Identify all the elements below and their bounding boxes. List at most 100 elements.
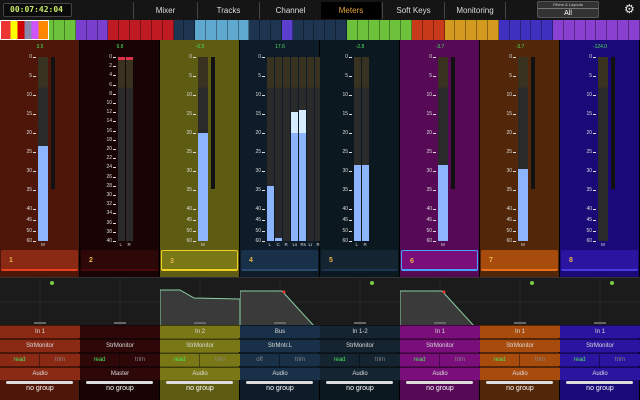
overview-channel[interactable]	[368, 20, 380, 40]
group-selector[interactable]: no group	[506, 385, 534, 392]
trim-button[interactable]: trim	[615, 357, 625, 363]
tab-tracks[interactable]: Tracks	[197, 2, 259, 19]
input-selector[interactable]: In 1-2	[320, 325, 400, 338]
timecode-display[interactable]: 00:07:42:04	[3, 3, 72, 17]
automation-mode-button[interactable]: read	[400, 354, 440, 367]
overview-channel[interactable]	[379, 20, 391, 40]
overview-channel[interactable]	[422, 20, 434, 40]
overview-channel[interactable]	[607, 20, 619, 40]
overview-channel[interactable]	[401, 20, 413, 40]
output-selector[interactable]: StrMonitor	[320, 339, 400, 352]
automation-mode-button[interactable]: read	[480, 354, 520, 367]
group-slider[interactable]	[566, 381, 633, 384]
overview-channel[interactable]	[303, 20, 315, 40]
gear-icon[interactable]: ⚙	[624, 2, 635, 16]
eq-display[interactable]	[320, 277, 400, 326]
trim-button[interactable]: trim	[535, 357, 545, 363]
overview-channel[interactable]	[444, 20, 456, 40]
overview-channel[interactable]	[206, 20, 217, 40]
overview-channel[interactable]	[628, 20, 640, 40]
track-name-button[interactable]: 1Audio 1	[1, 250, 78, 285]
group-slider[interactable]	[86, 381, 153, 384]
eq-display[interactable]	[239, 277, 320, 327]
overview-channel[interactable]	[216, 20, 228, 40]
group-selector[interactable]: no group	[186, 385, 214, 392]
output-selector[interactable]: StrMonitor	[400, 339, 480, 352]
eq-display[interactable]	[80, 277, 160, 326]
overview-channel[interactable]	[477, 20, 488, 40]
input-selector[interactable]	[80, 325, 160, 338]
peak-value[interactable]: -124.0	[592, 44, 608, 50]
track-name-button[interactable]: 8Audio 4	[561, 250, 638, 285]
peak-value[interactable]: -0.5	[195, 44, 205, 50]
overview-channel[interactable]	[140, 20, 152, 40]
input-selector[interactable]: In 1	[560, 325, 640, 338]
eq-display[interactable]	[560, 277, 640, 326]
overview-channel[interactable]	[487, 20, 499, 40]
overview-channel[interactable]	[54, 20, 66, 40]
overview-channel[interactable]	[585, 20, 597, 40]
trim-button[interactable]: trim	[455, 357, 465, 363]
overview-channel[interactable]	[520, 20, 532, 40]
overview-channel[interactable]	[151, 20, 163, 40]
overview-channel[interactable]	[618, 20, 629, 40]
eq-display[interactable]	[0, 277, 80, 326]
overview-channel[interactable]	[531, 20, 543, 40]
tab-monitoring[interactable]: Monitoring	[444, 2, 506, 19]
overview-channel[interactable]	[412, 20, 423, 40]
overview-channel[interactable]	[130, 20, 141, 40]
peak-value[interactable]: -3.7	[435, 44, 445, 50]
input-selector[interactable]: In 2	[160, 325, 240, 338]
automation-mode-button[interactable]: read	[320, 354, 360, 367]
overview-channel[interactable]	[249, 20, 261, 40]
group-selector[interactable]: no group	[266, 385, 294, 392]
eq-display[interactable]	[399, 277, 480, 327]
trim-button[interactable]: trim	[135, 357, 145, 363]
automation-mode-button[interactable]: read	[80, 354, 120, 367]
group-selector[interactable]: no group	[586, 385, 614, 392]
eq-display[interactable]	[480, 277, 560, 326]
overview-channel[interactable]	[357, 20, 369, 40]
overview-channel[interactable]	[509, 20, 521, 40]
output-selector[interactable]: StrMonitor	[80, 339, 160, 352]
trim-button[interactable]: trim	[215, 357, 225, 363]
overview-channel[interactable]	[184, 20, 196, 40]
input-selector[interactable]: Bus	[240, 325, 320, 338]
overview-channel[interactable]	[596, 20, 608, 40]
track-name-button[interactable]: 6Audio 5	[401, 250, 478, 286]
peak-value[interactable]: 9.8	[116, 44, 124, 50]
overview-channel[interactable]	[563, 20, 575, 40]
overview-selection-window[interactable]	[0, 20, 49, 40]
overview-channel[interactable]	[97, 20, 109, 40]
group-selector[interactable]: no group	[426, 385, 454, 392]
overview-channel[interactable]	[455, 20, 467, 40]
group-selector[interactable]: no group	[26, 385, 54, 392]
output-selector[interactable]: StrMonitor	[560, 339, 640, 352]
overview-channel[interactable]	[325, 20, 337, 40]
automation-mode-button[interactable]: read	[560, 354, 600, 367]
track-name-button[interactable]: 3Audio 2	[161, 250, 238, 286]
tab-mixer[interactable]: Mixer	[133, 2, 197, 19]
overview-channel[interactable]	[574, 20, 586, 40]
automation-mode-button[interactable]: read	[160, 354, 200, 367]
overview-channel[interactable]	[271, 20, 282, 40]
channel-overview-strip[interactable]	[0, 20, 640, 40]
overview-channel[interactable]	[195, 20, 207, 40]
output-selector[interactable]: StrMonitor	[0, 339, 80, 352]
input-selector[interactable]: In 1	[400, 325, 480, 338]
overview-channel[interactable]	[336, 20, 347, 40]
overview-channel[interactable]	[119, 20, 131, 40]
peak-value[interactable]: 3.5	[36, 44, 44, 50]
filters-layouts-button[interactable]: Filters & Layouts All	[537, 1, 599, 18]
group-slider[interactable]	[486, 381, 553, 384]
group-slider[interactable]	[326, 381, 393, 384]
overview-channel[interactable]	[292, 20, 304, 40]
group-selector[interactable]: no group	[106, 385, 134, 392]
tab-soft-keys[interactable]: Soft Keys	[382, 2, 444, 19]
automation-mode-button[interactable]: off	[240, 354, 280, 367]
overview-channel[interactable]	[227, 20, 239, 40]
overview-channel[interactable]	[498, 20, 510, 40]
overview-channel[interactable]	[347, 20, 358, 40]
output-selector[interactable]: StrMonitor	[480, 339, 560, 352]
overview-channel[interactable]	[260, 20, 272, 40]
